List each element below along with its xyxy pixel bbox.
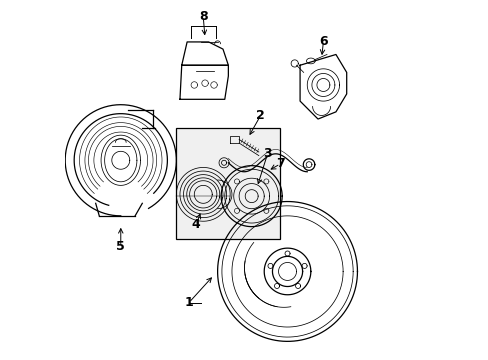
Text: 1: 1 xyxy=(184,296,193,309)
Text: 2: 2 xyxy=(256,109,264,122)
Text: 3: 3 xyxy=(263,147,271,159)
Text: 5: 5 xyxy=(116,240,125,253)
Text: 6: 6 xyxy=(319,35,327,49)
Text: 4: 4 xyxy=(191,218,200,231)
Text: 7: 7 xyxy=(275,157,284,170)
Bar xyxy=(176,128,280,239)
Text: 8: 8 xyxy=(199,10,207,23)
